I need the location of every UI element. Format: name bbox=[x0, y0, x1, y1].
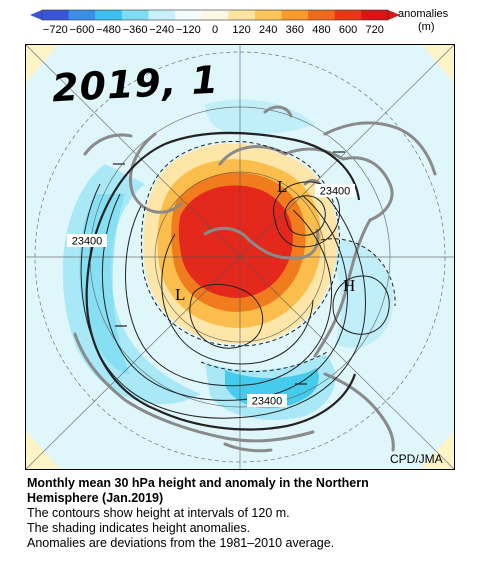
neg-region-north bbox=[205, 99, 315, 134]
colorbar-tick-label: −240 bbox=[149, 24, 174, 36]
zero-line-positive-boundary bbox=[141, 140, 340, 347]
units-line-1: anomalies bbox=[398, 8, 449, 20]
corner-tint-tl bbox=[25, 44, 59, 84]
corner-tint-tr bbox=[421, 44, 455, 84]
colorbar-tick-label: 720 bbox=[366, 24, 384, 36]
colorbar-tick-label: 480 bbox=[312, 24, 330, 36]
contour-1 bbox=[80, 183, 366, 419]
colorbar-swatch bbox=[254, 10, 283, 20]
contour-high bbox=[332, 275, 390, 335]
contour-thick-west bbox=[85, 142, 166, 412]
coast-europe bbox=[83, 133, 133, 156]
map-canvas: 23400 23400 23400 L L H bbox=[25, 44, 455, 470]
colorbar-swatch bbox=[201, 10, 229, 20]
caption-line-3: The contours show height at intervals of… bbox=[27, 506, 290, 520]
contour-thick-south bbox=[156, 373, 357, 431]
coast-islands-1 bbox=[263, 105, 293, 118]
colorbar-tick-label: 360 bbox=[286, 24, 304, 36]
colorbar-swatch bbox=[334, 10, 362, 20]
contour-label-1: 23400 bbox=[320, 186, 351, 198]
corner-tint-br bbox=[419, 430, 455, 470]
contour-label-group-2: 23400 bbox=[67, 234, 107, 248]
coast-islands-3 bbox=[223, 442, 273, 453]
coast-greenland bbox=[128, 132, 183, 214]
colorbar-arrow-left bbox=[30, 10, 42, 20]
map-frame bbox=[25, 44, 455, 470]
low-label-ne: L bbox=[277, 177, 287, 196]
contour-label-1-bg bbox=[315, 184, 355, 197]
contour-label-2: 23400 bbox=[72, 236, 103, 248]
coastlines bbox=[73, 105, 437, 453]
contour-label-2-bg bbox=[67, 234, 107, 247]
colorbar: −720 −600 −480 −360 −240 −120 0 120 240 360 480 600… bbox=[0, 0, 480, 40]
caption-line-4: The shading indicates height anomalies. bbox=[27, 521, 251, 535]
positive-anomaly-shading bbox=[143, 143, 338, 344]
contour-low-ne bbox=[284, 195, 326, 236]
zero-line-east bbox=[320, 238, 396, 307]
caption-line-5: Anomalies are deviations from the 1981–2… bbox=[27, 536, 335, 550]
caption-title-line-2: Hemisphere (Jan.2019) bbox=[27, 491, 164, 505]
colorbar-tick-label: −360 bbox=[123, 24, 148, 36]
contour-5 bbox=[189, 284, 264, 349]
caption-title-line-1: Monthly mean 30 hPa height and anomaly i… bbox=[27, 476, 369, 490]
colorbar-swatch bbox=[121, 10, 149, 20]
contour-label-3-bg bbox=[247, 394, 287, 407]
graticule bbox=[25, 44, 455, 470]
units-line-2: (m) bbox=[418, 21, 435, 33]
coast-central bbox=[203, 226, 320, 260]
colorbar-swatch bbox=[308, 10, 336, 20]
zero-anomaly-lines bbox=[141, 140, 396, 372]
polar-map: 23400 23400 23400 L L H bbox=[25, 44, 455, 470]
contour-label-group-3: 23400 bbox=[247, 394, 287, 408]
handwritten-date-label: 2019, 1 bbox=[50, 57, 220, 111]
colorbar-outline bbox=[41, 9, 389, 21]
zero-line-south bbox=[200, 351, 328, 372]
colorbar-tick-label: −600 bbox=[70, 24, 95, 36]
colorbar-tick-label: 0 bbox=[212, 24, 218, 36]
corner-tint-bl bbox=[25, 430, 61, 470]
coast-north-asia bbox=[218, 145, 394, 222]
coast-alaska bbox=[323, 372, 395, 452]
colorbar-units: anomalies (m) bbox=[398, 8, 448, 34]
coast-east-asia bbox=[313, 218, 372, 358]
colorbar-tick-label: 240 bbox=[259, 24, 277, 36]
colorbar-swatch bbox=[228, 10, 256, 20]
colorbar-tick-label: 120 bbox=[232, 24, 250, 36]
colorbar-swatch bbox=[361, 10, 389, 20]
colorbar-arrow-right bbox=[388, 10, 400, 20]
contour-label-3: 23400 bbox=[252, 396, 283, 408]
contour-ticks bbox=[113, 151, 345, 385]
pos-region-max bbox=[178, 185, 293, 298]
colorbar-swatch bbox=[42, 10, 70, 20]
high-label: H bbox=[343, 276, 355, 295]
coast-north-america bbox=[73, 332, 315, 443]
colorbar-swatch bbox=[148, 10, 176, 20]
figure-caption: Monthly mean 30 hPa height and anomaly i… bbox=[27, 476, 467, 551]
colorbar-swatch bbox=[175, 10, 203, 20]
contour-low-ne-2 bbox=[273, 181, 341, 248]
contour-3 bbox=[125, 205, 333, 387]
colorbar-swatch bbox=[95, 10, 123, 20]
low-label-center: L bbox=[175, 285, 185, 304]
height-contours bbox=[80, 131, 390, 431]
contour-label-group-1: 23400 bbox=[315, 184, 355, 198]
contour-thick-north bbox=[164, 131, 361, 201]
colorbar-tick-label: −120 bbox=[176, 24, 201, 36]
colorbar-swatch bbox=[68, 10, 96, 20]
credit-label: CPD/JMA bbox=[390, 452, 443, 466]
colorbar-scale: −720 −600 −480 −360 −240 −120 0 120 240 360 480 600… bbox=[30, 9, 400, 36]
colorbar-tick-label: −480 bbox=[96, 24, 121, 36]
colorbar-tick-label: 600 bbox=[339, 24, 357, 36]
colorbar-tick-label: −720 bbox=[43, 24, 68, 36]
colorbar-swatch bbox=[281, 10, 309, 20]
coast-northeast bbox=[323, 121, 437, 176]
contour-4 bbox=[161, 233, 314, 365]
